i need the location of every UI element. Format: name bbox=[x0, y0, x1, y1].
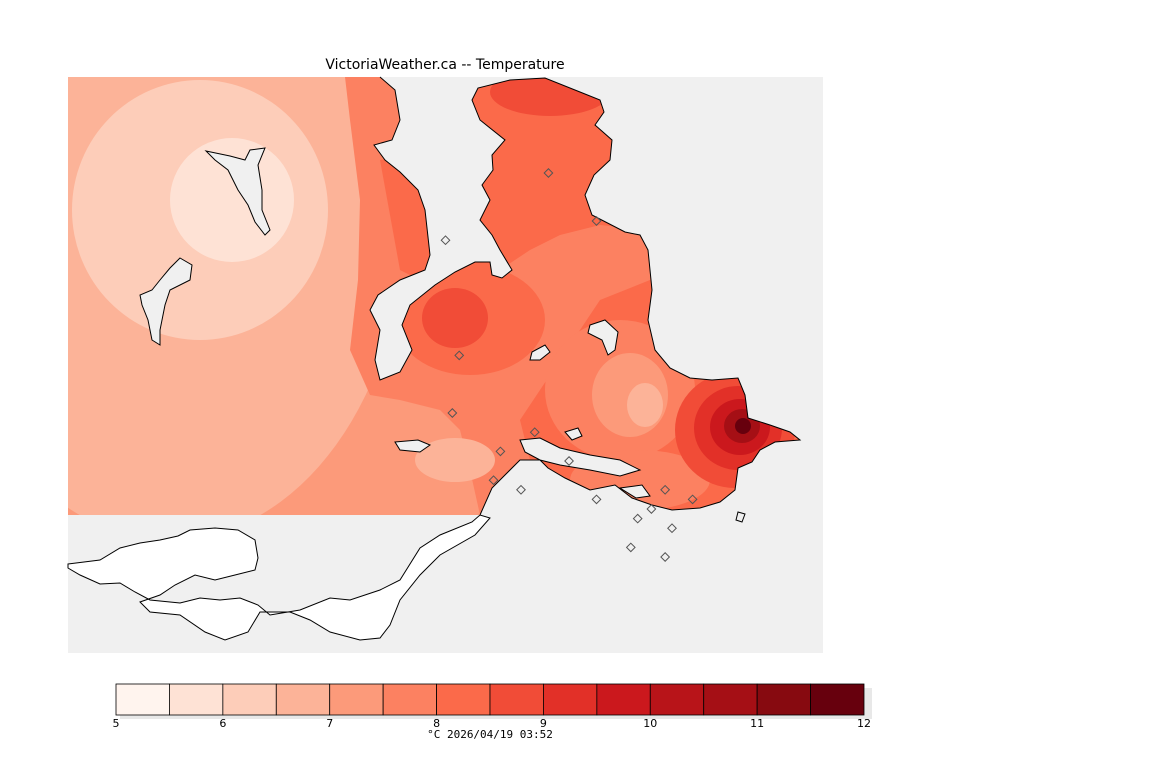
colorbar-bin bbox=[169, 683, 224, 716]
station-marker[interactable] bbox=[543, 168, 554, 178]
station-marker[interactable] bbox=[591, 494, 602, 505]
station-marker[interactable] bbox=[529, 427, 540, 438]
temperature-colorbar: 5 6 7 8 9 10 11 12 bbox=[113, 683, 872, 730]
colorbar-bin bbox=[756, 683, 811, 716]
colorbar-bin bbox=[436, 683, 491, 716]
station-marker[interactable] bbox=[625, 542, 636, 553]
station-marker[interactable] bbox=[646, 504, 657, 514]
colorbar-tick-label: 5 bbox=[113, 717, 120, 730]
colorbar-tick-label: 11 bbox=[750, 717, 764, 730]
colorbar-bin bbox=[810, 683, 865, 716]
station-marker[interactable] bbox=[687, 494, 698, 505]
lakes bbox=[139, 147, 746, 523]
colorbar-tick-label: 8 bbox=[433, 717, 440, 730]
station-marker[interactable] bbox=[564, 456, 574, 466]
station-marker[interactable] bbox=[591, 216, 602, 226]
station-markers bbox=[440, 168, 698, 562]
colorbar-bin bbox=[703, 683, 758, 716]
colorbar-bin bbox=[543, 683, 598, 716]
colorbar-tick-label: 7 bbox=[326, 717, 333, 730]
colorbar-tick-label: 12 bbox=[857, 717, 871, 730]
colorbar-bin bbox=[489, 683, 544, 716]
colorbar-tick-label: 10 bbox=[643, 717, 657, 730]
station-marker[interactable] bbox=[660, 484, 671, 495]
station-marker[interactable] bbox=[632, 513, 643, 524]
vancouver-island-coastline bbox=[369, 76, 802, 516]
station-marker[interactable] bbox=[447, 408, 458, 418]
station-marker[interactable] bbox=[660, 552, 671, 562]
station-marker[interactable] bbox=[488, 475, 499, 486]
station-marker[interactable] bbox=[454, 350, 465, 361]
colorbar-bin bbox=[596, 683, 651, 716]
station-marker[interactable] bbox=[516, 484, 526, 495]
colorbar-bin bbox=[115, 683, 170, 716]
colorbar-tick-label: 9 bbox=[540, 717, 547, 730]
colorbar-bin bbox=[275, 683, 331, 716]
map-title: VictoriaWeather.ca -- Temperature bbox=[325, 57, 564, 73]
colorbar-bin bbox=[329, 683, 384, 716]
station-marker[interactable] bbox=[495, 446, 506, 457]
station-marker[interactable] bbox=[440, 235, 451, 246]
map-caption: °C 2026/04/19 03:52 bbox=[427, 728, 553, 741]
us-landmass bbox=[67, 514, 491, 641]
colorbar-bin bbox=[382, 683, 437, 716]
colorbar-tick-label: 6 bbox=[219, 717, 226, 730]
station-marker[interactable] bbox=[667, 523, 677, 534]
colorbar-bin bbox=[649, 683, 705, 716]
colorbar-bin bbox=[222, 683, 277, 716]
